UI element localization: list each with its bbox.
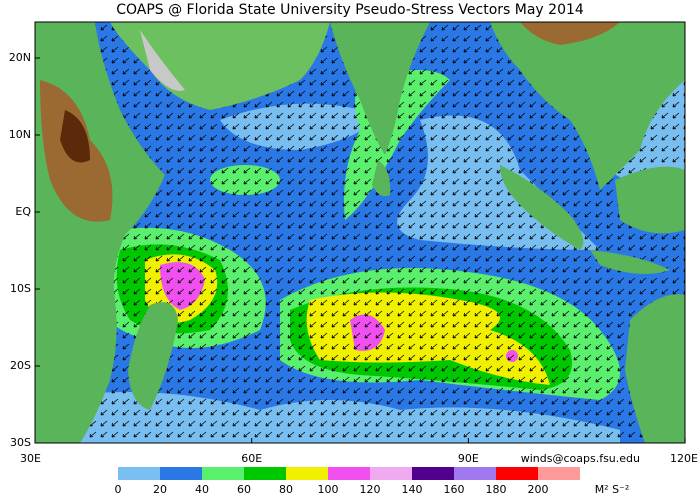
colorbar-swatch [370,467,412,480]
colorbar-swatch [202,467,244,480]
borneo [615,166,685,234]
sri-lanka [372,160,391,197]
highlands [520,22,620,45]
colorbar-label: 40 [195,483,209,496]
colorbar-label: 80 [279,483,293,496]
lat-label: 20S [10,359,31,372]
colorbar-swatch [328,467,370,480]
lat-label: EQ [15,205,31,218]
lon-label: 60E [241,452,262,465]
colorbar-swatch [160,467,202,480]
lat-label: 30S [10,436,31,449]
colorbar-swatch [412,467,454,480]
colorbar-swatch [244,467,286,480]
desert [140,30,185,91]
australia [625,294,685,443]
southeast-asia [490,22,685,190]
colorbar-units: M² S⁻² [595,483,630,496]
colorbar-label: 120 [360,483,381,496]
colorbar-label: 140 [402,483,423,496]
colorbar-swatch [496,467,538,480]
land [35,22,685,443]
colorbar-swatch [454,467,496,480]
colorbar-label: 20 [153,483,167,496]
colorbar-label: 180 [486,483,507,496]
colorbar-label: 160 [444,483,465,496]
java [590,250,670,274]
colorbar-label: 0 [115,483,122,496]
lat-label: 10S [10,282,31,295]
colorbar-swatch [538,467,580,480]
lon-label: 30E [20,452,41,465]
madagascar [128,302,178,410]
highlands [60,110,90,163]
lat-label: 20N [9,51,31,64]
colorbar-label: 60 [237,483,251,496]
lon-label: 90E [458,452,479,465]
title: COAPS @ Florida State University Pseudo-… [116,2,584,18]
arabia [110,22,330,110]
colorbar-swatch [286,467,328,480]
colorbar-label: 200 [528,483,549,496]
map-frame [34,21,686,444]
colorbar-label: 100 [318,483,339,496]
map [35,22,685,443]
india [330,22,430,155]
lat-label: 10N [9,128,31,141]
colorbar-swatch [118,467,160,480]
lon-label: 120E [670,452,698,465]
credit: winds@coaps.fsu.edu [521,452,640,465]
sumatra [500,165,584,250]
